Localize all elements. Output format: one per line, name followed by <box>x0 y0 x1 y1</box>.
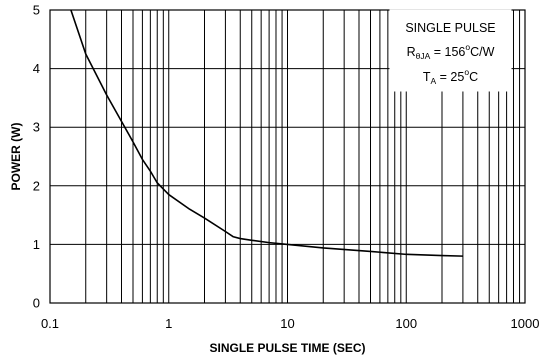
x-tick-label: 10 <box>280 316 294 331</box>
y-tick-labels: 0 1 2 3 4 5 <box>33 3 40 311</box>
y-tick-label: 2 <box>33 178 40 193</box>
plot-frame <box>49 9 526 304</box>
x-tick-label: 1000 <box>511 316 540 331</box>
legend-line-3: TA = 25oC <box>423 67 478 86</box>
x-tick-label: 0.1 <box>41 316 59 331</box>
series-line-1 <box>70 9 463 257</box>
x-axis-title: SINGLE PULSE TIME (SEC) <box>209 341 365 355</box>
y-tick-label: 4 <box>33 61 40 76</box>
grid <box>50 10 525 303</box>
legend: SINGLE PULSE RθJA = 156oC/W TA = 25oC <box>389 9 512 92</box>
legend-line-2: RθJA = 156oC/W <box>407 42 495 61</box>
legend-box <box>389 9 512 92</box>
legend-line-1: SINGLE PULSE <box>405 21 495 35</box>
x-tick-label: 100 <box>395 316 417 331</box>
series-layer <box>70 9 463 257</box>
x-tick-label: 1 <box>165 316 172 331</box>
y-axis-title: POWER (W) <box>9 123 23 191</box>
y-tick-label: 1 <box>33 237 40 252</box>
y-tick-label: 0 <box>33 296 40 311</box>
y-tick-label: 3 <box>33 120 40 135</box>
y-tick-label: 5 <box>33 3 40 18</box>
x-tick-labels: 0.1 1 10 100 1000 <box>41 316 540 331</box>
